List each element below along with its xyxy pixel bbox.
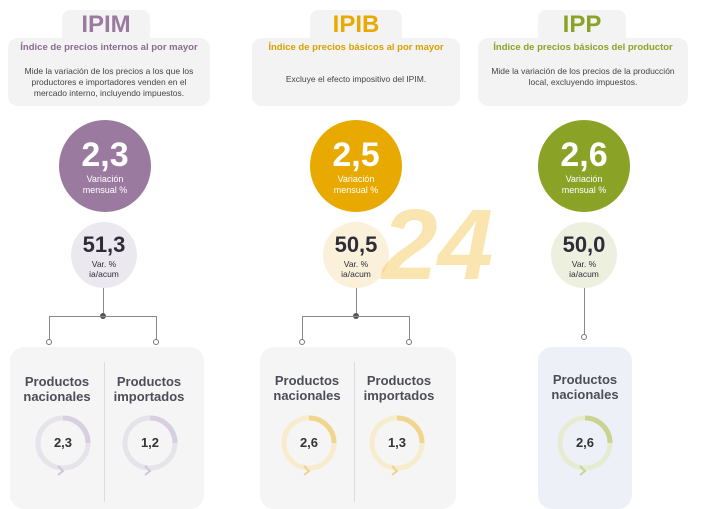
ipib-title: IPIB: [310, 10, 402, 40]
ipim-importados-value: 1,2: [140, 435, 160, 450]
ipib-column: IPIB Índice de precios básicos al por ma…: [240, 0, 470, 509]
ipp-connector-stem: [584, 288, 585, 336]
ipib-monthly-circle: 2,5 Variación mensual %: [310, 120, 402, 212]
ipib-connector-end-left: [299, 339, 305, 345]
ipib-products-box: [260, 347, 456, 509]
ipp-description: Mide la variación de los precios de la p…: [491, 66, 675, 87]
ipib-connector-left: [302, 316, 303, 340]
ipp-monthly-circle: 2,6 Variación mensual %: [538, 120, 630, 212]
watermark-24: 24: [382, 189, 494, 301]
ipim-products-divider: [104, 362, 105, 502]
ipp-annual-circle: 50,0 Var. % ia/acum: [551, 222, 617, 288]
ipim-connector-end-left: [46, 339, 52, 345]
ipp-subtitle: Índice de precios básicos del productor: [493, 42, 673, 53]
ipp-title: IPP: [538, 10, 626, 40]
ipib-connector-bar: [302, 316, 409, 317]
ipib-subtitle: Índice de precios básicos al por mayor: [268, 42, 444, 53]
ipim-nacionales-gauge-icon: [35, 415, 91, 476]
ipim-annual-circle: 51,3 Var. % ia/acum: [71, 222, 137, 288]
ipim-connector-end-right: [153, 339, 159, 345]
ipim-monthly-circle: 2,3 Variación mensual %: [59, 120, 151, 212]
ipp-annual-value: 50,0: [562, 232, 606, 257]
ipp-product-nacionales-label: Productos nacionales: [551, 372, 619, 402]
ipim-title: IPIM: [62, 10, 150, 40]
ipim-description: Mide la variación de los precios a los q…: [24, 66, 194, 98]
ipim-monthly-value: 2,3: [81, 136, 129, 174]
ipp-description-box: Índice de precios básicos del productor …: [478, 38, 688, 106]
ipp-monthly-value: 2,6: [560, 136, 608, 174]
ipib-annual-value: 50,5: [334, 232, 378, 257]
ipib-annual-circle: 50,5 Var. % ia/acum: [323, 222, 389, 288]
ipim-column: IPIM Índice de precios internos al por m…: [0, 0, 230, 509]
ipim-importados-gauge-icon: [122, 415, 178, 476]
ipp-connector-end: [581, 334, 587, 340]
ipib-annual-label: Var. % ia/acum: [341, 259, 371, 279]
ipim-connector-bar: [49, 316, 156, 317]
ipim-connector-stem: [103, 288, 104, 316]
ipp-products-box: [538, 347, 632, 509]
ipim-nacionales-value: 2,3: [53, 435, 73, 450]
ipib-nacionales-value: 2,6: [299, 435, 319, 450]
ipib-monthly-value: 2,5: [332, 136, 380, 174]
ipib-description-box: Índice de precios básicos al por mayor E…: [252, 38, 460, 106]
ipim-subtitle: Índice de precios internos al por mayor: [20, 42, 198, 53]
ipib-monthly-label: Variación mensual %: [333, 174, 379, 195]
ipib-product-importados-label: Productos importados: [363, 373, 435, 403]
ipp-column: IPP Índice de precios básicos del produc…: [470, 0, 707, 509]
ipib-products-divider: [354, 362, 355, 502]
ipib-connector-end-right: [406, 339, 412, 345]
ipib-connector-stem: [356, 288, 357, 316]
ipib-importados-gauge-icon: [369, 415, 425, 476]
ipib-product-nacionales-label: Productos nacionales: [273, 373, 341, 403]
ipib-importados-value: 1,3: [387, 435, 407, 450]
ipim-annual-value: 51,3: [82, 232, 126, 257]
ipp-monthly-label: Variación mensual %: [561, 174, 607, 195]
ipib-description: Excluye el efecto impositivo del IPIM.: [285, 74, 427, 84]
ipib-connector-right: [409, 316, 410, 340]
ipib-nacionales-gauge-icon: [281, 415, 337, 476]
ipim-description-box: Índice de precios internos al por mayor …: [8, 38, 210, 106]
ipim-product-nacionales-label: Productos nacionales: [23, 374, 91, 404]
ipp-nacionales-gauge-icon: [557, 415, 613, 476]
ipim-product-importados-label: Productos importados: [113, 374, 185, 404]
ipim-monthly-label: Variación mensual %: [82, 174, 128, 195]
ipim-annual-label: Var. % ia/acum: [89, 259, 119, 279]
ipp-nacionales-value: 2,6: [575, 435, 595, 450]
ipp-annual-label: Var. % ia/acum: [569, 259, 599, 279]
ipim-connector-right: [156, 316, 157, 340]
ipim-connector-left: [49, 316, 50, 340]
